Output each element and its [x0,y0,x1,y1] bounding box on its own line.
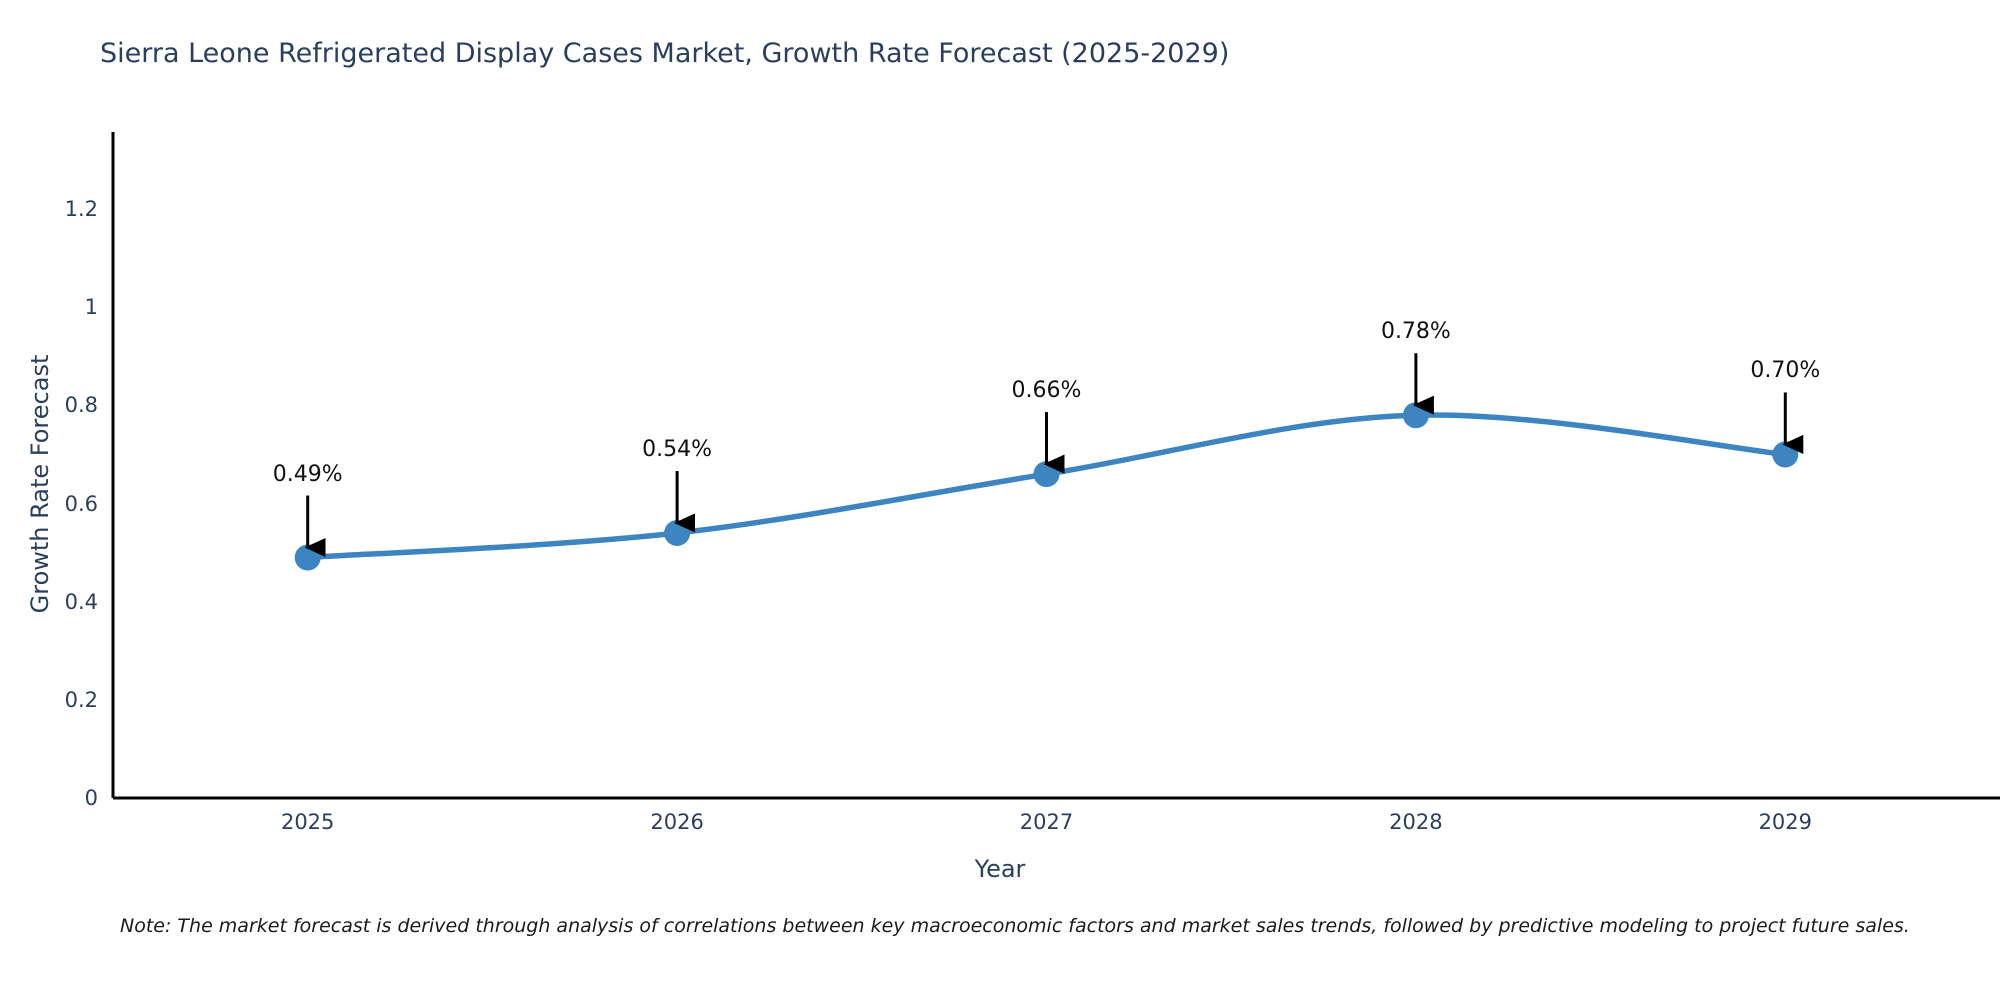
y-tick-label: 0.6 [64,491,98,516]
data-point-label: 0.54% [642,436,713,462]
x-axis-title: Year [974,855,1026,883]
data-point-label: 0.49% [272,461,343,487]
data-point-label: 0.70% [1750,358,1821,384]
annotation-arrows [304,353,1804,558]
data-point-marker[interactable] [1033,461,1060,488]
data-point-marker[interactable] [294,544,321,571]
x-tick-label: 2025 [280,810,335,834]
data-point-marker[interactable] [1402,402,1429,429]
data-point-label: 0.66% [1011,378,1082,404]
y-tick-label: 0.4 [64,589,98,614]
y-tick-label: 1.2 [64,197,98,222]
x-tick-label: 2028 [1389,810,1443,834]
x-tick-label: 2027 [1019,810,1074,834]
chart-note: Note: The market forecast is derived thr… [120,915,1910,937]
chart-title: Sierra Leone Refrigerated Display Cases … [100,38,1230,69]
y-tick-label: 0.8 [64,393,98,418]
x-tick-label: 2026 [650,810,704,834]
y-tick-label: 0.2 [64,687,98,712]
data-point-marker[interactable] [664,519,691,546]
x-tick-label: 2029 [1758,810,1813,834]
y-tick-label: 1 [84,295,98,320]
data-point-label: 0.78% [1380,319,1451,345]
axis-lines [111,132,2000,800]
data-point-marker[interactable] [1772,441,1799,468]
y-tick-label: 0 [84,786,98,810]
